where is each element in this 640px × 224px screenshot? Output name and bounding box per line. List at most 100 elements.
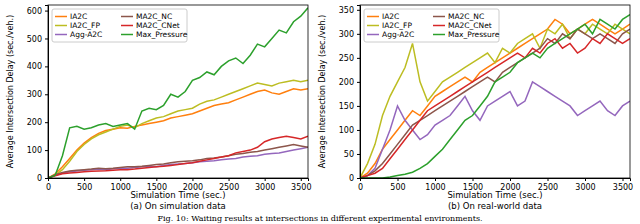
- x-tick-mark: [510, 178, 511, 181]
- legend-label: Max_Pressure: [448, 30, 500, 39]
- legend-label: IA2C: [382, 12, 399, 21]
- y-axis-title: Average Intersection Delay (sec./veh.): [318, 15, 327, 168]
- x-tick-mark: [265, 178, 266, 181]
- y-tick: 300: [27, 90, 48, 99]
- legend: IA2CIA2C_FPAgg-A2CMA2C_NCMA2C_CNetMax_Pr…: [364, 9, 500, 42]
- x-tick-mark: [84, 178, 85, 181]
- figure: 0500100015002000250030003500010020030040…: [0, 0, 640, 224]
- y-tick: 200: [27, 118, 48, 127]
- x-tick-mark: [398, 178, 399, 181]
- x-tick-label: 3500: [613, 183, 633, 192]
- panel: 0500100015002000250030003500050100150200…: [318, 5, 634, 211]
- y-tick-label: 150: [339, 102, 354, 111]
- y-tick: 600: [27, 7, 48, 16]
- x-tick: 3000: [575, 178, 595, 192]
- y-tick-label: 300: [339, 30, 354, 39]
- plot-area: [48, 8, 308, 178]
- x-axis-title: Simulation Time (sec.): [447, 190, 542, 200]
- legend-swatch: [433, 16, 445, 18]
- x-tick: 1000: [111, 178, 131, 192]
- x-tick: 500: [77, 178, 92, 192]
- series-line: [360, 24, 630, 178]
- legend-swatch: [367, 16, 379, 18]
- y-tick-mark: [357, 34, 360, 35]
- x-tick: 0: [358, 178, 363, 192]
- y-tick-mark: [357, 10, 360, 11]
- legend: IA2CIA2C_FPAgg-A2CMA2C_NCMA2C_CNetMax_Pr…: [52, 9, 188, 42]
- y-tick-mark: [45, 11, 48, 12]
- legend-label: IA2C_FP: [70, 21, 100, 30]
- x-tick: 500: [390, 178, 405, 192]
- y-tick: 100: [339, 126, 360, 135]
- panel-title: (b) On real-world data: [448, 201, 542, 211]
- x-tick: 1000: [425, 178, 445, 192]
- x-tick-label: 3500: [291, 183, 311, 192]
- legend-swatch: [367, 25, 379, 27]
- legend-swatch: [121, 25, 133, 27]
- y-tick: 0: [37, 174, 48, 183]
- y-tick-label: 500: [27, 35, 42, 44]
- figure-caption: Fig. 10: Waiting results at intersection…: [157, 214, 482, 223]
- legend-swatch: [55, 25, 67, 27]
- legend-label: MA2C_CNet: [448, 21, 492, 30]
- x-tick-mark: [229, 178, 230, 181]
- y-tick: 250: [339, 54, 360, 63]
- x-tick-label: 1000: [111, 183, 131, 192]
- x-tick: 3500: [613, 178, 633, 192]
- x-tick: 0: [46, 178, 51, 192]
- x-tick-label: 1000: [425, 183, 445, 192]
- x-axis-title: Simulation Time (sec.): [130, 190, 225, 200]
- series-line: [360, 34, 630, 178]
- series-line: [48, 136, 308, 178]
- x-tick-label: 500: [390, 183, 405, 192]
- y-tick: 200: [339, 78, 360, 87]
- y-tick-label: 100: [27, 146, 42, 155]
- legend-label: IA2C_FP: [382, 21, 412, 30]
- y-tick-label: 50: [344, 150, 354, 159]
- y-tick-mark: [357, 178, 360, 179]
- x-tick-mark: [120, 178, 121, 181]
- x-tick-mark: [156, 178, 157, 181]
- y-tick: 150: [339, 102, 360, 111]
- y-tick-label: 250: [339, 54, 354, 63]
- series-line: [360, 19, 630, 178]
- legend-label: MA2C_NC: [136, 12, 172, 21]
- y-tick-mark: [45, 122, 48, 123]
- y-tick-label: 300: [27, 90, 42, 99]
- series-line: [48, 8, 308, 178]
- y-tick-mark: [45, 38, 48, 39]
- y-tick-label: 200: [339, 78, 354, 87]
- y-axis: 0 50 100 150 200 250 300 350: [339, 6, 361, 184]
- y-axis-title: Average Intersection Delay (sec./veh.): [6, 15, 15, 168]
- x-tick-label: 3000: [575, 183, 595, 192]
- x-tick-label: 500: [77, 183, 92, 192]
- y-tick-label: 350: [339, 6, 354, 15]
- x-tick-label: 0: [358, 183, 363, 192]
- legend-label: Max_Pressure: [136, 30, 188, 39]
- y-tick-label: 0: [349, 174, 354, 183]
- x-axis-line: [49, 179, 309, 182]
- y-tick-mark: [357, 82, 360, 83]
- x-tick-mark: [301, 178, 302, 181]
- frame: [48, 5, 308, 178]
- series-line: [48, 147, 308, 178]
- y-tick-mark: [357, 154, 360, 155]
- y-tick-mark: [45, 150, 48, 151]
- legend-swatch: [121, 16, 133, 18]
- x-tick: 3500: [291, 178, 311, 192]
- legend-swatch: [433, 25, 445, 27]
- legend-swatch: [433, 34, 445, 36]
- x-tick-mark: [473, 178, 474, 181]
- legend-box: [52, 9, 187, 42]
- x-tick-mark: [548, 178, 549, 181]
- y-tick-mark: [45, 94, 48, 95]
- y-tick-mark: [45, 66, 48, 67]
- plot-frame: [48, 5, 308, 178]
- x-tick-mark: [585, 178, 586, 181]
- y-tick: 500: [27, 35, 48, 44]
- series-line: [360, 29, 630, 178]
- y-axis: 0100200300400500600: [27, 6, 49, 184]
- legend-label: IA2C: [70, 12, 87, 21]
- plot-frame: [360, 5, 630, 178]
- legend-swatch: [367, 34, 379, 36]
